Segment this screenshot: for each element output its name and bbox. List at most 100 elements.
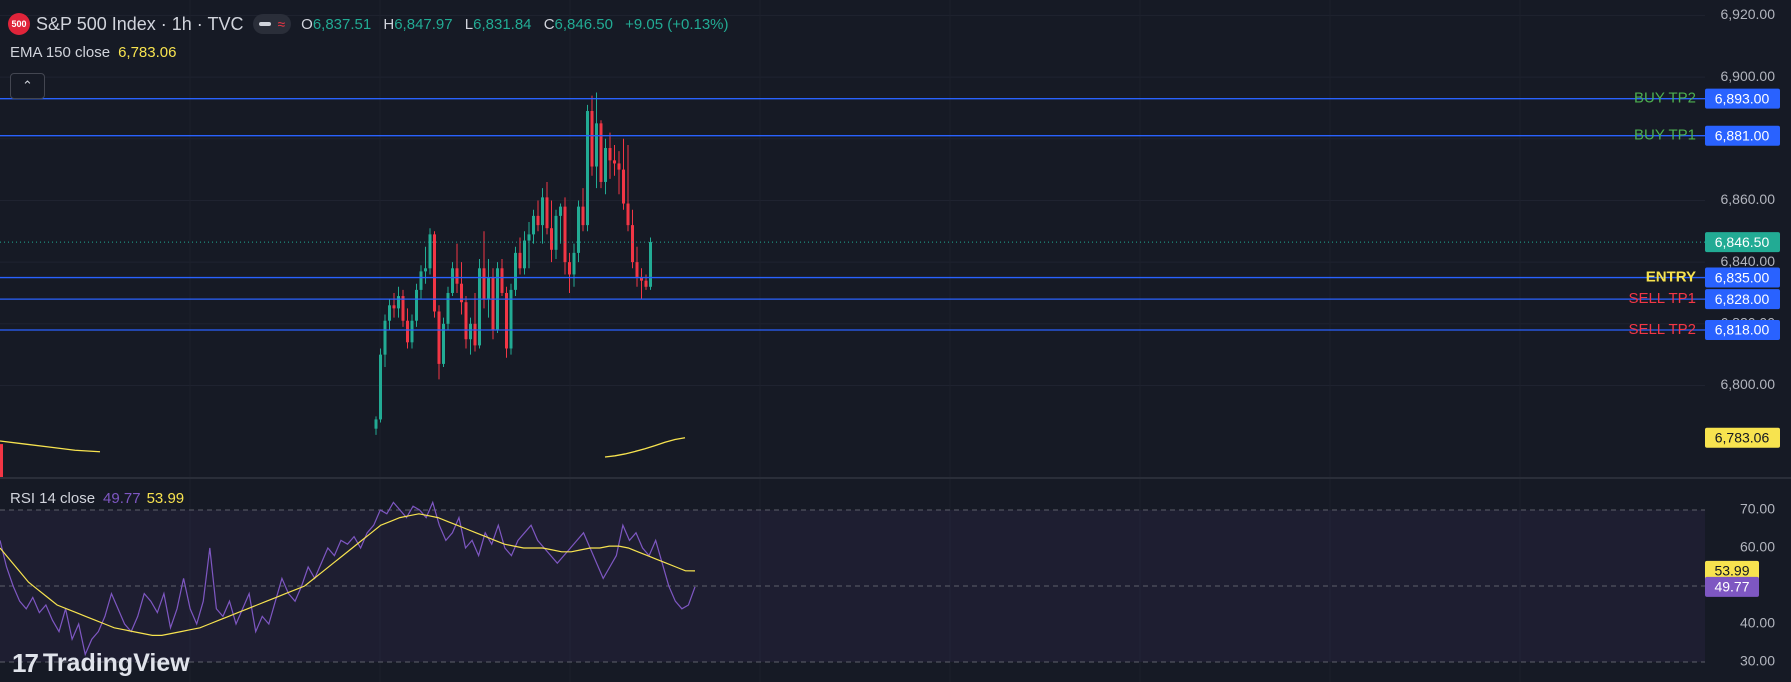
- candle-body[interactable]: [401, 296, 405, 321]
- collapse-legend-button[interactable]: ⌃: [10, 73, 45, 99]
- candle-body[interactable]: [532, 215, 535, 235]
- candle-body[interactable]: [374, 419, 378, 429]
- candle-body[interactable]: [626, 203, 630, 226]
- candle-body[interactable]: [491, 277, 495, 330]
- candle-body[interactable]: [586, 111, 589, 226]
- rsi-line[interactable]: [0, 500, 696, 657]
- candle-body[interactable]: [383, 320, 387, 355]
- candle-body[interactable]: [604, 148, 607, 182]
- symbol-title[interactable]: S&P 500 Index · 1h · TVC: [36, 13, 244, 34]
- candle-body[interactable]: [550, 228, 553, 250]
- candle-body[interactable]: [500, 268, 504, 293]
- candle-body[interactable]: [568, 262, 571, 275]
- candle-body[interactable]: [410, 320, 414, 343]
- candle-body[interactable]: [464, 302, 468, 340]
- open-key: O: [301, 15, 313, 33]
- ema-line-right[interactable]: [604, 437, 686, 458]
- candle-body[interactable]: [608, 148, 612, 161]
- level-price-tag: 6,893.00: [1715, 90, 1770, 106]
- candle-body[interactable]: [644, 280, 648, 287]
- open-value: 6,837.51: [312, 15, 372, 33]
- candle-body[interactable]: [437, 311, 441, 364]
- ema-price-tag: 6,783.06: [1715, 429, 1770, 445]
- high-key: H: [383, 15, 395, 33]
- candle-body[interactable]: [388, 305, 391, 321]
- rsi-tick-label: 60.00: [1740, 539, 1775, 555]
- candle-body[interactable]: [527, 234, 531, 241]
- candle-body[interactable]: [509, 289, 513, 349]
- indicator-toggle[interactable]: ≈: [253, 14, 292, 34]
- candle-body[interactable]: [379, 354, 382, 420]
- candle-body[interactable]: [518, 252, 522, 269]
- symbol-badge[interactable]: 500: [8, 13, 30, 35]
- candle-body[interactable]: [617, 163, 621, 170]
- candle-body[interactable]: [473, 323, 477, 346]
- candle-body[interactable]: [563, 206, 567, 263]
- candle-body[interactable]: [523, 240, 526, 269]
- candle-body[interactable]: [640, 277, 643, 281]
- candle-body[interactable]: [487, 277, 490, 300]
- price-tick-label: 6,900.00: [1721, 68, 1776, 84]
- rsi-ma-tag-bg: [1705, 560, 1759, 581]
- price-tick-label: 6,840.00: [1721, 253, 1776, 269]
- candle-body[interactable]: [442, 323, 445, 364]
- candle-body[interactable]: [590, 111, 594, 167]
- candle-body[interactable]: [595, 123, 598, 167]
- candle-body[interactable]: [599, 123, 603, 182]
- change-value: +9.05 (+0.13%): [625, 15, 729, 33]
- candle-body[interactable]: [419, 271, 423, 290]
- candle-body[interactable]: [451, 268, 454, 293]
- candle-body[interactable]: [406, 320, 409, 343]
- wave-icon: ≈: [277, 16, 286, 32]
- ema-legend[interactable]: EMA 150 close 6,783.06: [10, 44, 176, 61]
- candle-body[interactable]: [482, 268, 486, 300]
- candle-body[interactable]: [554, 215, 558, 250]
- level-name: SELL TP1: [1628, 290, 1696, 307]
- ema-legend-label: EMA 150 close: [10, 44, 111, 61]
- high-value: 6,847.97: [394, 15, 453, 33]
- candle-body[interactable]: [559, 206, 562, 216]
- rsi-legend-label: RSI 14 close: [10, 490, 96, 507]
- candle-body[interactable]: [545, 197, 549, 229]
- price-tick-label: 6,920.00: [1721, 6, 1776, 22]
- rsi-ma-line[interactable]: [0, 513, 696, 637]
- tradingview-watermark[interactable]: 17 TradingView: [12, 648, 190, 679]
- close-value: 6,846.50: [554, 15, 613, 33]
- candle-body[interactable]: [572, 252, 576, 275]
- chart-header: 500 S&P 500 Index · 1h · TVC ≈ O6,837.51…: [0, 10, 737, 38]
- rsi-tick-label: 30.00: [1740, 653, 1775, 669]
- candle-body[interactable]: [415, 289, 418, 321]
- candle-body[interactable]: [581, 206, 585, 226]
- candle-body[interactable]: [460, 283, 463, 303]
- candle-body[interactable]: [577, 206, 580, 253]
- ema-line-left[interactable]: [0, 440, 101, 453]
- level-name: BUY TP1: [1634, 127, 1696, 144]
- level-name: SELL TP2: [1628, 321, 1696, 338]
- candle-body[interactable]: [514, 252, 517, 290]
- ohlc-readout: O6,837.51 H6,847.97 L6,831.84 C6,846.50 …: [301, 16, 736, 33]
- candle-body[interactable]: [397, 296, 400, 309]
- candle-body[interactable]: [428, 234, 432, 269]
- candle-body[interactable]: [424, 268, 427, 272]
- candle-body[interactable]: [446, 292, 450, 324]
- candle-body[interactable]: [478, 268, 481, 346]
- level-price-tag-bg: [1705, 267, 1780, 288]
- candle-body[interactable]: [613, 160, 616, 164]
- candle-body[interactable]: [622, 169, 625, 204]
- candle-body[interactable]: [433, 234, 436, 312]
- candle-body[interactable]: [536, 215, 540, 226]
- rsi-legend[interactable]: RSI 14 close 49.77 53.99: [10, 490, 184, 507]
- candle-body[interactable]: [0, 444, 3, 478]
- candle-body[interactable]: [635, 262, 639, 278]
- candle-body[interactable]: [455, 268, 459, 284]
- candle-body[interactable]: [392, 305, 396, 309]
- level-price-tag-bg: [1705, 88, 1780, 109]
- candle-body[interactable]: [631, 225, 634, 263]
- candle-body[interactable]: [649, 242, 652, 287]
- candle-body[interactable]: [505, 292, 508, 349]
- last-price-tag: 6,846.50: [1715, 234, 1770, 250]
- candle-body[interactable]: [541, 197, 544, 226]
- candle-body[interactable]: [469, 323, 472, 340]
